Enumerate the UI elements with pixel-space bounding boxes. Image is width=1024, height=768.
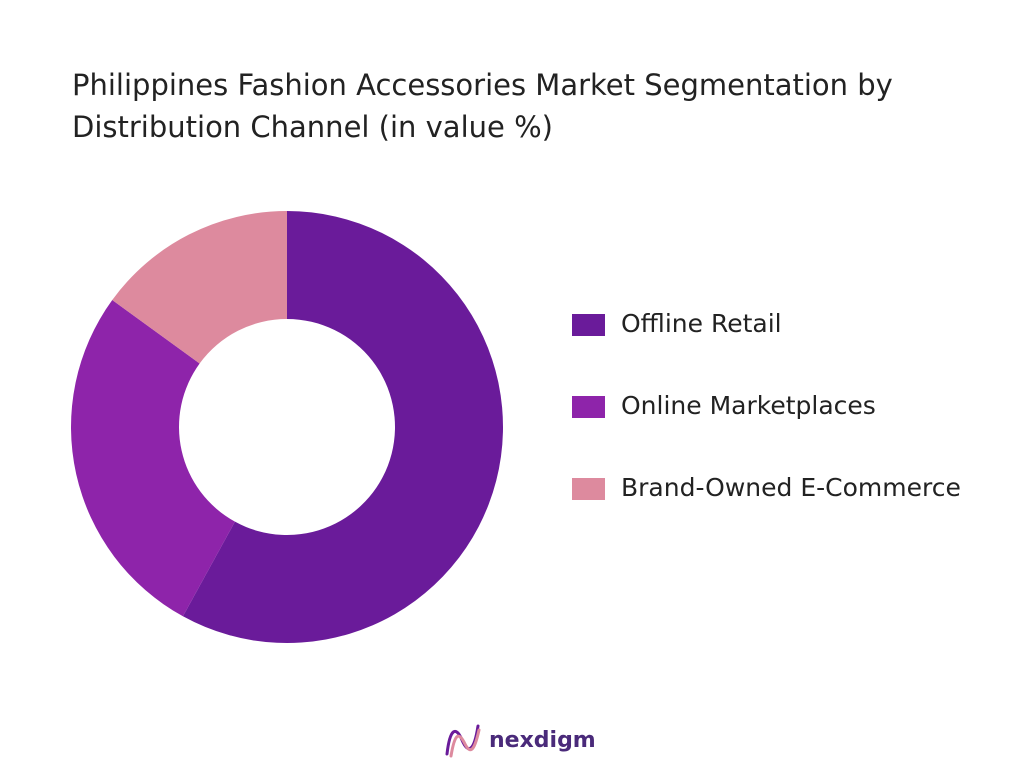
legend-label: Offline Retail (621, 309, 782, 338)
logo-icon (445, 724, 481, 758)
chart-title: Philippines Fashion Accessories Market S… (72, 68, 893, 144)
legend-swatch (572, 396, 605, 418)
legend-swatch (572, 314, 605, 336)
brand-name: nexdigm (489, 728, 596, 753)
legend-label: Online Marketplaces (621, 391, 876, 420)
donut-segment (112, 211, 288, 364)
legend-label: Brand-Owned E-Commerce (621, 473, 961, 502)
legend-swatch (572, 478, 605, 500)
donut-segment (70, 300, 235, 617)
donut-segment (182, 211, 503, 644)
